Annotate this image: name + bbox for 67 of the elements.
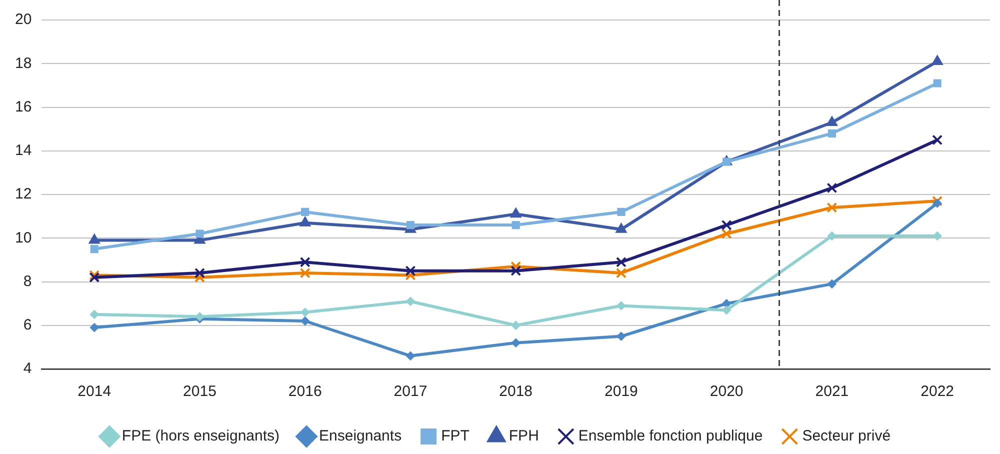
x-tick-label: 2016 <box>288 383 322 400</box>
point <box>196 230 204 238</box>
point <box>510 208 522 218</box>
point <box>510 266 522 276</box>
point <box>826 182 838 194</box>
legend-label: Ensemble fonction publique <box>578 428 763 445</box>
point <box>90 323 99 332</box>
point <box>90 310 99 319</box>
point <box>300 268 310 278</box>
legend-label: FPE (hors enseignants) <box>122 428 280 445</box>
point <box>89 270 100 280</box>
y-tick-label: 16 <box>14 98 32 116</box>
point <box>301 208 310 216</box>
legend-label: Enseignants <box>319 428 402 445</box>
x-tick-label: 2021 <box>815 383 849 400</box>
y-tick-label: 4 <box>23 360 32 378</box>
y-tick-label: 8 <box>23 272 32 290</box>
point <box>932 134 943 146</box>
legend-label: Secteur privé <box>802 428 891 445</box>
point <box>299 216 311 226</box>
point <box>616 268 626 278</box>
point <box>616 301 626 310</box>
y-tick-label: 12 <box>14 186 32 203</box>
y-tick-label: 10 <box>14 229 32 246</box>
point <box>300 256 310 268</box>
point <box>511 338 520 348</box>
point <box>406 221 415 230</box>
x-tick-label: 2020 <box>710 383 744 400</box>
point <box>512 221 520 230</box>
point <box>300 316 310 326</box>
legend-label: FPT <box>441 428 470 445</box>
x-tick-label: 2018 <box>499 383 533 400</box>
x-tick-label: 2015 <box>183 383 216 400</box>
point <box>405 266 416 276</box>
point <box>88 234 100 244</box>
legend-label: FPH <box>508 428 539 445</box>
y-tick-label: 18 <box>14 54 32 72</box>
point <box>826 202 838 213</box>
point <box>933 79 942 88</box>
point <box>511 320 520 330</box>
point <box>616 222 627 233</box>
x-tick-label: 2022 <box>920 383 954 400</box>
point <box>722 306 732 315</box>
point <box>406 351 415 360</box>
point <box>827 279 836 288</box>
x-tick-label: 2019 <box>604 383 638 400</box>
point <box>617 208 626 216</box>
point <box>300 308 310 317</box>
point <box>826 116 838 126</box>
point <box>721 220 732 230</box>
point <box>932 198 942 208</box>
point <box>721 228 732 240</box>
point <box>616 332 626 341</box>
point <box>932 196 943 206</box>
point <box>90 244 98 254</box>
point <box>89 272 100 283</box>
point <box>722 158 731 166</box>
x-tick-label: 2014 <box>78 383 112 400</box>
x-tick-label: 2017 <box>394 383 428 400</box>
point <box>932 54 944 65</box>
point <box>828 129 836 138</box>
y-tick-label: 6 <box>23 316 32 334</box>
point <box>194 268 205 278</box>
y-tick-label: 20 <box>14 11 32 28</box>
point <box>616 256 626 268</box>
point <box>406 296 415 306</box>
y-tick-label: 14 <box>14 142 32 160</box>
